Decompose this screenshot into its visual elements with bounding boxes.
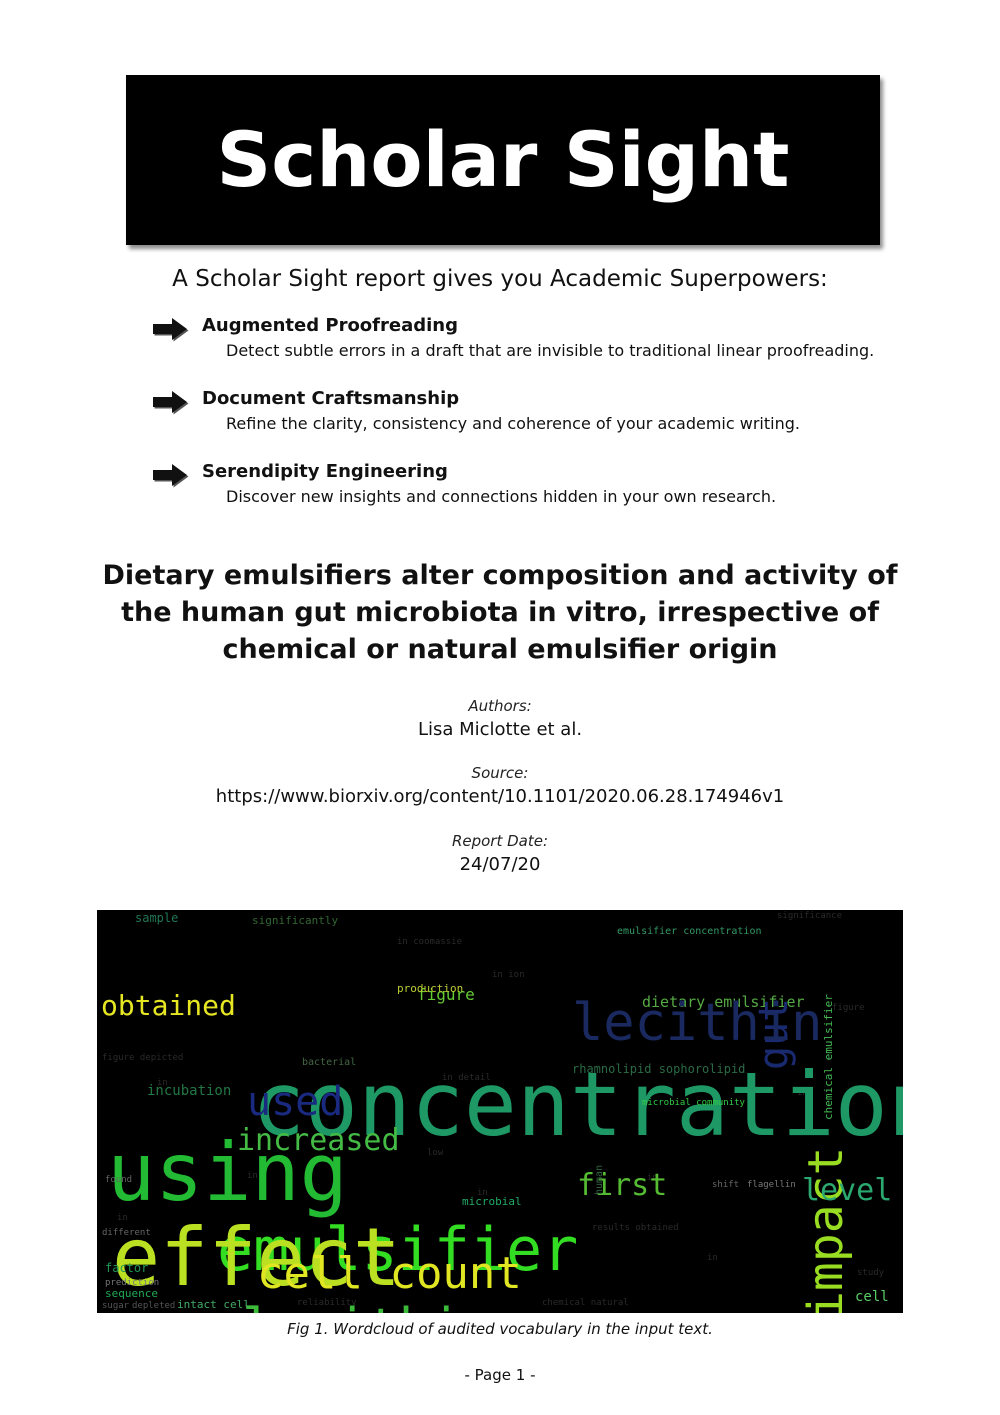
svg-text:in ion: in ion [492, 970, 525, 980]
svg-text:in: in [477, 1188, 488, 1198]
wordcloud-word: soy lecithin [117, 1298, 493, 1313]
wordcloud-word: microbial [462, 1195, 522, 1208]
arrow-right-icon [153, 391, 189, 415]
wordcloud-word: obtained [101, 989, 236, 1022]
date-block: Report Date: 24/07/20 [0, 832, 1000, 875]
svg-text:in: in [707, 1253, 718, 1263]
svg-text:in: in [247, 1171, 258, 1181]
wordcloud-word: significantly [252, 914, 338, 927]
source-link[interactable]: https://www.biorxiv.org/content/10.1101/… [215, 786, 785, 807]
wordcloud-word: effect [112, 1211, 401, 1304]
svg-text:figure depicted: figure depicted [102, 1053, 183, 1063]
wordcloud-word: impact [798, 1147, 854, 1313]
svg-text:chemical natural: chemical natural [542, 1298, 629, 1308]
svg-text:in: in [797, 1088, 808, 1098]
svg-text:in: in [157, 1078, 168, 1088]
wordcloud-word: flagellin [747, 1180, 796, 1190]
figure-caption: Fig 1. Wordcloud of audited vocabulary i… [287, 1320, 713, 1338]
date-label: Report Date: [451, 832, 549, 850]
wordcloud-word: bacterial [302, 1057, 356, 1068]
wordcloud-word: emulsifier [217, 1215, 578, 1285]
authors-label: Authors: [468, 697, 532, 715]
svg-text:low: low [427, 1148, 444, 1158]
wordcloud-word: cell count [257, 1248, 522, 1299]
paper-title: Dietary emulsifiers alter composition an… [80, 557, 920, 668]
wordcloud-word: human [594, 1165, 605, 1195]
feature-item: Augmented Proofreading Detect subtle err… [150, 313, 910, 386]
wordcloud: significance in coomassie in ion figure … [97, 910, 903, 1313]
page-number: - Page 1 - [464, 1366, 536, 1384]
wordcloud-word: gut [751, 998, 797, 1070]
wordcloud-word: rhamnolipid sophorolipid [572, 1062, 745, 1076]
wordcloud-word: production [397, 982, 463, 995]
feature-title: Augmented Proofreading [202, 315, 458, 336]
feature-description: Detect subtle errors in a draft that are… [226, 341, 875, 360]
svg-text:in: in [117, 1213, 128, 1223]
date-value: 24/07/20 [459, 854, 541, 875]
svg-text:in: in [647, 1173, 658, 1183]
wordcloud-word: depleted [132, 1301, 175, 1311]
wordcloud-word: intact cell [177, 1298, 250, 1311]
wordcloud-word: different [102, 1228, 151, 1238]
wordcloud-word: level [802, 1173, 892, 1208]
arrow-right-icon [153, 464, 189, 488]
paper-title-line: Dietary emulsifiers alter composition an… [102, 560, 898, 591]
wordcloud-word: lecithin [572, 993, 822, 1053]
wordcloud-word: chemical emulsifier [822, 994, 835, 1120]
svg-text:results obtained: results obtained [592, 1223, 679, 1233]
wordcloud-word: sequence [105, 1287, 158, 1300]
feature-item: Document Craftsmanship Refine the clarit… [150, 386, 910, 459]
wordcloud-word: sugar [102, 1301, 130, 1311]
feature-list: Augmented Proofreading Detect subtle err… [150, 313, 910, 532]
feature-description: Discover new insights and connections hi… [226, 487, 777, 506]
wordcloud-word: using [107, 1126, 348, 1219]
wordcloud-word: used [247, 1079, 343, 1125]
feature-description: Refine the clarity, consistency and cohe… [226, 414, 800, 433]
banner-title: Scholar Sight [216, 115, 790, 204]
wordcloud-word: increased [237, 1123, 400, 1158]
source-block: Source: https://www.biorxiv.org/content/… [0, 764, 1000, 807]
wordcloud-word: figure [417, 985, 475, 1004]
wordcloud-word: incubation [147, 1083, 231, 1099]
banner: Scholar Sight [126, 75, 880, 245]
wordcloud-word: first [577, 1168, 667, 1203]
wordcloud-word: concentration [252, 1053, 903, 1156]
wordcloud-filler: significance in coomassie in ion figure … [102, 911, 885, 1308]
feature-title: Serendipity Engineering [202, 461, 448, 482]
wordcloud-word: sample [135, 911, 178, 925]
wordcloud-word: dietary emulsifier [642, 993, 805, 1011]
svg-text:in coomassie: in coomassie [397, 937, 462, 947]
svg-text:study: study [857, 1268, 885, 1278]
wordcloud-word: shift [712, 1180, 739, 1190]
feature-item: Serendipity Engineering Discover new ins… [150, 459, 910, 532]
svg-text:significance: significance [777, 911, 842, 921]
authors-block: Authors: Lisa Miclotte et al. [0, 697, 1000, 740]
tagline: A Scholar Sight report gives you Academi… [172, 266, 828, 292]
svg-text:in detail: in detail [442, 1073, 491, 1083]
wordcloud-word: prediction [105, 1278, 159, 1288]
wordcloud-word: cell [855, 1289, 889, 1305]
wordcloud-word: found [105, 1175, 132, 1185]
wordcloud-canvas: significance in coomassie in ion figure … [101, 911, 903, 1313]
authors-value: Lisa Miclotte et al. [417, 719, 583, 740]
svg-text:figure: figure [832, 1003, 865, 1013]
paper-title-line: the human gut microbiota in vitro, irres… [121, 597, 879, 628]
source-label: Source: [471, 764, 529, 782]
paper-title-line: chemical or natural emulsifier origin [222, 634, 778, 665]
wordcloud-word: microbial community [642, 1098, 746, 1108]
wordcloud-word: emulsifier concentration [617, 926, 762, 937]
arrow-right-icon [153, 318, 189, 342]
feature-title: Document Craftsmanship [202, 388, 460, 409]
svg-text:reliability: reliability [297, 1298, 357, 1308]
wordcloud-word: factor [105, 1261, 148, 1275]
